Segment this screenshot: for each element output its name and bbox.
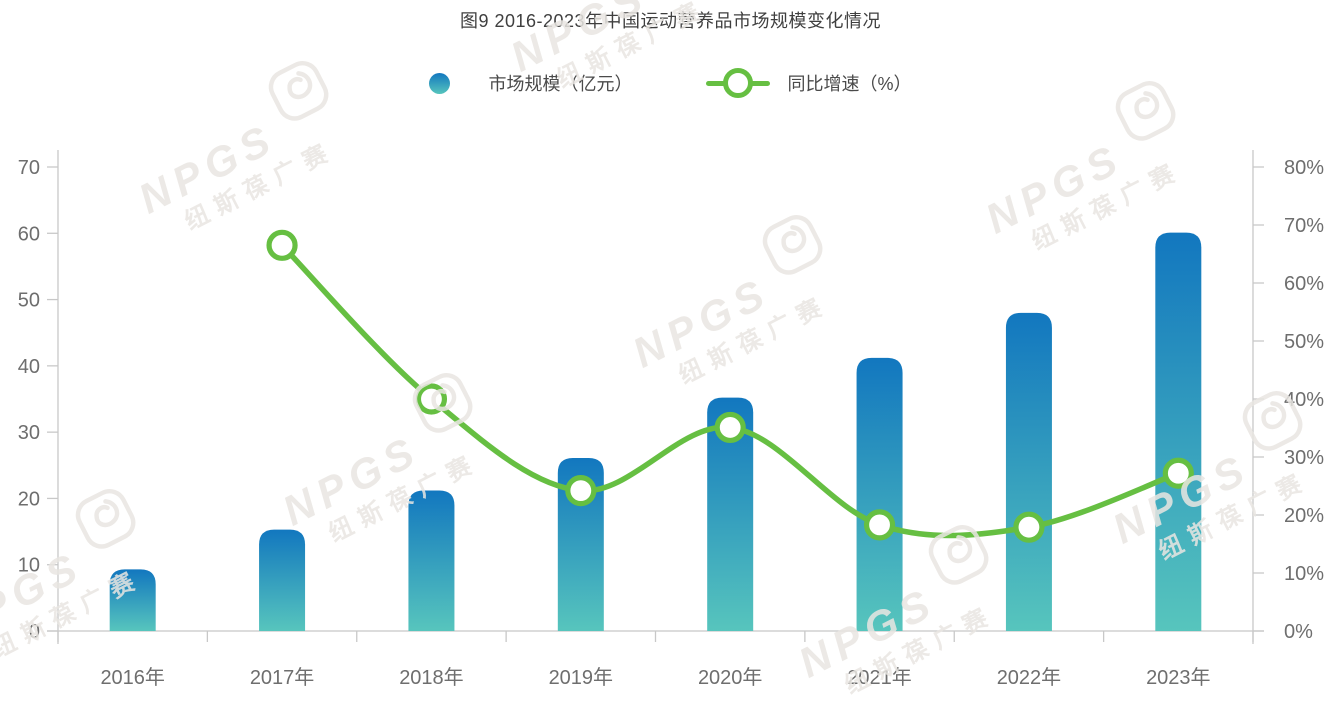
right-axis-tick-label: 10% — [1284, 563, 1324, 585]
bar-2020年 — [707, 397, 754, 631]
x-axis-label: 2018年 — [399, 666, 464, 689]
x-axis-label: 2017年 — [250, 666, 315, 689]
bar-2016年 — [109, 569, 156, 631]
chart-title: 图9 2016-2023年中国运动营养品市场规模变化情况 — [459, 11, 882, 31]
right-axis-tick-label: 30% — [1284, 447, 1324, 469]
legend-item-growth-rate: 同比增速（%） — [706, 68, 912, 98]
line-series-marker-icon — [706, 68, 771, 98]
bar-2018年 — [408, 490, 455, 631]
legend-label-market-size: 市场规模（亿元） — [488, 74, 633, 94]
x-axis-label: 2019年 — [549, 666, 614, 689]
line-point-marker-4 — [714, 411, 746, 444]
left-axis-tick-label: 0 — [29, 621, 40, 643]
line-point-marker-3 — [565, 475, 597, 507]
x-axis-label: 2021年 — [847, 666, 912, 689]
line-point-marker-2 — [415, 383, 448, 415]
legend-label-growth-rate: 同比增速（%） — [787, 74, 912, 94]
x-axis-label: 2023年 — [1146, 666, 1211, 689]
bar-series-marker-icon — [429, 72, 451, 94]
bar-2017年 — [259, 529, 306, 631]
right-axis-tick-label: 0% — [1284, 621, 1313, 643]
line-point-marker-7 — [1162, 457, 1194, 489]
left-axis-tick-label: 10 — [18, 555, 40, 577]
x-axis-label: 2022年 — [997, 666, 1062, 689]
x-axis-label: 2020年 — [698, 666, 763, 689]
line-point-marker-5 — [863, 509, 896, 541]
right-axis-tick-label: 70% — [1284, 215, 1324, 237]
right-axis-tick-label: 50% — [1284, 331, 1324, 353]
left-axis-tick-label: 20 — [18, 488, 40, 510]
right-axis-tick-label: 40% — [1284, 389, 1324, 411]
bar-2019年 — [557, 457, 604, 631]
legend: 市场规模（亿元） 同比增速（%） — [0, 66, 1341, 100]
right-axis-tick-label: 20% — [1284, 505, 1324, 527]
line-marker-ring-icon — [723, 68, 754, 98]
left-axis-tick-label: 40 — [18, 356, 40, 378]
bar-2021年 — [856, 357, 903, 631]
bar-2023年 — [1155, 232, 1202, 631]
right-axis-tick-label: 80% — [1284, 157, 1324, 179]
left-axis-tick-label: 30 — [18, 422, 40, 444]
right-axis-tick-label: 60% — [1284, 273, 1324, 295]
bar-2022年 — [1005, 312, 1052, 631]
left-axis-tick-label: 60 — [18, 223, 40, 245]
line-point-marker-1 — [266, 229, 298, 261]
x-axis-label: 2016年 — [100, 666, 165, 689]
line-point-marker-6 — [1013, 511, 1045, 543]
left-axis-tick-label: 50 — [18, 290, 40, 312]
left-axis-tick-label: 70 — [18, 157, 40, 179]
legend-item-market-size: 市场规模（亿元） — [429, 70, 632, 96]
